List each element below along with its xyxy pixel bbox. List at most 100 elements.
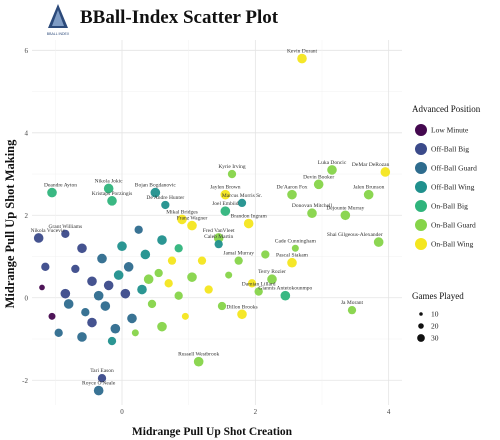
point-label: Luka Doncic	[318, 160, 347, 166]
data-point	[113, 270, 124, 280]
y-axis-ticks: -2 0 2 4 6	[22, 47, 28, 385]
data-point	[177, 214, 187, 225]
data-point	[54, 328, 63, 337]
point-label: Kevin Durant	[287, 49, 318, 55]
data-point	[164, 279, 173, 288]
point-label: Jalen Brunson	[353, 185, 385, 191]
data-point	[87, 317, 97, 328]
data-point	[33, 233, 44, 243]
point-labels: Kevin Durant Luka Doncic DeMar DeRozan Kyri…	[31, 49, 390, 387]
data-point	[127, 313, 137, 324]
y-tick-label: 2	[25, 212, 29, 220]
point-label: Pascal Siakam	[276, 253, 309, 259]
y-tick-label: 4	[25, 129, 29, 137]
data-point	[347, 305, 357, 315]
legend-label: On-Ball Guard	[431, 221, 476, 230]
data-point	[87, 276, 97, 287]
color-legend-items: Low Minute Off-Ball Big Off-Ball Guard Off-…	[415, 124, 477, 250]
data-point	[103, 183, 114, 194]
data-point	[107, 336, 117, 346]
data-point	[48, 312, 56, 320]
legend-swatch	[415, 238, 427, 250]
data-point	[120, 288, 131, 299]
data-point	[167, 256, 177, 265]
legend-label: On-Ball Big	[431, 202, 468, 211]
point-label: Fred VanVleet	[203, 228, 235, 234]
data-point	[247, 279, 257, 288]
legend-label: Off-Ball Wing	[431, 183, 475, 192]
point-label: Joel Embiid	[212, 201, 239, 207]
data-point	[254, 287, 263, 296]
point-label: Dejounte Murray	[326, 205, 364, 211]
point-label: Terry Rozier	[258, 269, 286, 275]
legend-label: On-Ball Wing	[431, 240, 474, 249]
data-point	[380, 167, 391, 177]
data-point	[110, 323, 121, 334]
point-label: Devin Booker	[303, 174, 334, 180]
color-legend-title: Advanced Position	[412, 104, 481, 114]
data-points	[33, 53, 391, 396]
data-point	[103, 280, 114, 291]
size-legend-dot	[418, 323, 424, 329]
logo: BBALL INDEX	[47, 4, 70, 36]
data-point	[197, 256, 207, 265]
logo-text: BBALL INDEX	[47, 32, 70, 36]
size-legend-items: 10 20 30	[417, 310, 439, 343]
y-tick-label: 6	[25, 47, 29, 55]
point-label: Jamal Murray	[223, 251, 254, 257]
data-point	[143, 274, 154, 285]
size-legend-dot	[417, 334, 425, 342]
data-point	[280, 290, 291, 301]
point-label: Donovan Mitchell	[292, 203, 333, 209]
data-point	[137, 284, 147, 295]
data-point	[107, 196, 117, 206]
data-point	[217, 301, 227, 311]
size-legend-dot	[419, 312, 423, 316]
data-point	[140, 249, 151, 260]
y-tick-label: -2	[22, 377, 28, 385]
point-label: Royce O'Neale	[82, 381, 116, 387]
point-label: Giannis Antetokounmpo	[258, 286, 312, 292]
point-label: Nikola Jokic	[95, 178, 124, 184]
data-point	[261, 250, 270, 259]
data-point	[97, 253, 107, 264]
data-point	[227, 169, 237, 179]
point-label: Shai Gilgeous-Alexander	[327, 232, 383, 238]
x-tick-label: 2	[254, 408, 258, 416]
data-point	[243, 218, 254, 229]
data-point	[363, 189, 374, 200]
logo-inner-triangle-icon	[52, 10, 64, 26]
data-point	[187, 272, 197, 282]
point-label: Deandre Ayton	[44, 183, 77, 189]
x-axis-ticks: 0 2 4	[120, 408, 391, 416]
data-point	[147, 299, 157, 309]
data-point	[131, 329, 139, 337]
size-legend-label: 10	[431, 310, 439, 319]
data-point	[327, 165, 337, 175]
data-point	[117, 241, 127, 252]
data-point	[47, 187, 57, 198]
point-label: Franz Wagner	[177, 216, 208, 222]
data-point	[97, 374, 107, 383]
data-point	[220, 189, 231, 200]
data-point	[220, 206, 231, 216]
data-point	[100, 301, 111, 311]
legend-label: Low Minute	[431, 126, 469, 135]
x-axis-label: Midrange Pull Up Shot Creation	[132, 426, 293, 438]
data-point	[213, 233, 224, 243]
data-point	[81, 308, 90, 317]
point-label: Caleb Martin	[204, 234, 233, 240]
data-point	[157, 321, 167, 332]
data-point	[267, 274, 277, 285]
legend-swatch	[415, 219, 427, 231]
point-label: Tari Eason	[90, 368, 114, 374]
data-point	[41, 262, 50, 271]
point-label: Kristaps Porzingis	[92, 191, 133, 197]
data-point	[39, 284, 45, 291]
data-point	[174, 291, 183, 300]
point-label: Russell Westbrook	[178, 352, 219, 358]
data-point	[93, 385, 104, 396]
legend-label: Off-Ball Guard	[431, 164, 477, 173]
data-point	[187, 220, 197, 231]
legend-swatch	[415, 181, 427, 193]
